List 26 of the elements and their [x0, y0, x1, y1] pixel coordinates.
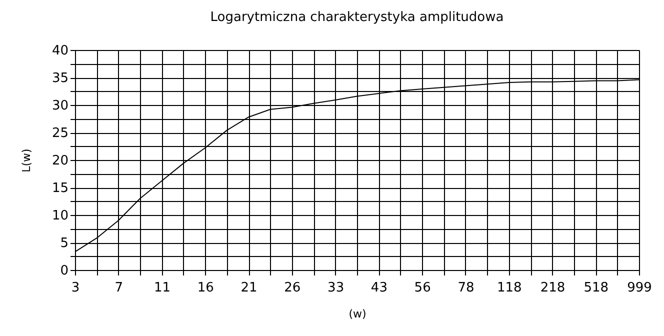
x-tick-label: 218 [540, 280, 566, 296]
x-tick-label: 11 [154, 280, 171, 296]
x-tick-label: 518 [584, 280, 609, 296]
y-tick-label: 35 [52, 71, 68, 86]
x-tick-label: 118 [496, 280, 522, 296]
y-tick-label: 15 [52, 181, 68, 196]
y-tick-label: 5 [60, 236, 68, 251]
x-tick-label: 16 [197, 280, 214, 296]
x-tick-label: 7 [114, 280, 124, 296]
x-tick-label: 56 [414, 280, 431, 296]
y-tick-label: 10 [52, 208, 68, 224]
chart-title: Logarytmiczna charakterystyka amplitudowa [210, 10, 504, 25]
x-tick-label: 3 [71, 280, 80, 296]
y-tick-label: 30 [52, 98, 68, 114]
x-tick-label: 78 [458, 280, 474, 296]
y-tick-label: 40 [52, 44, 68, 58]
y-tick-label: 0 [60, 264, 68, 278]
y-axis-title: L(w) [20, 148, 33, 172]
x-tick-label: 43 [370, 280, 388, 296]
y-tick-label: 25 [52, 126, 68, 141]
x-tick-label: 999 [627, 280, 652, 296]
y-tick-label: 20 [52, 154, 68, 168]
x-tick-label: 21 [240, 280, 258, 296]
x-tick-label: 26 [284, 280, 301, 296]
x-axis-title: (w) [348, 308, 366, 320]
x-tick-label: 33 [328, 280, 344, 296]
